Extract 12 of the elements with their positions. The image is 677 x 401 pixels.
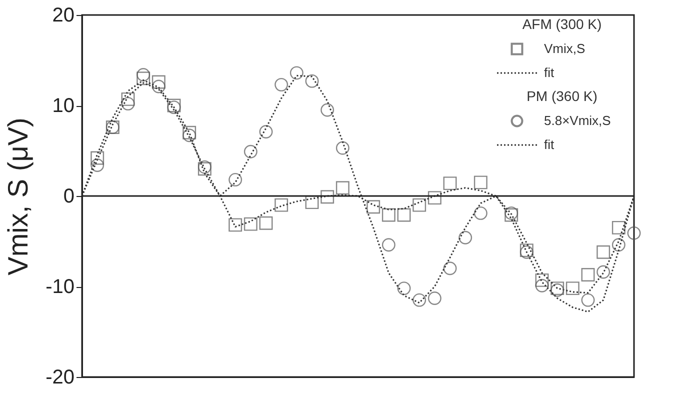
legend-label: fit: [544, 65, 554, 80]
y-tick-label: -10: [46, 276, 74, 298]
y-tick-label: -20: [46, 366, 74, 388]
annotation: PM (360 K): [526, 88, 598, 104]
y-axis-title: Vmix, S (μV): [2, 118, 34, 276]
y-tick-label: 20: [52, 4, 74, 26]
annotation: AFM (300 K): [522, 16, 602, 32]
y-tick-label: 10: [52, 95, 74, 117]
legend-label: fit: [544, 137, 554, 152]
legend-label: Vmix,S: [544, 41, 586, 56]
y-tick-label: 0: [63, 186, 74, 208]
legend-label: 5.8×Vmix,S: [544, 113, 612, 128]
